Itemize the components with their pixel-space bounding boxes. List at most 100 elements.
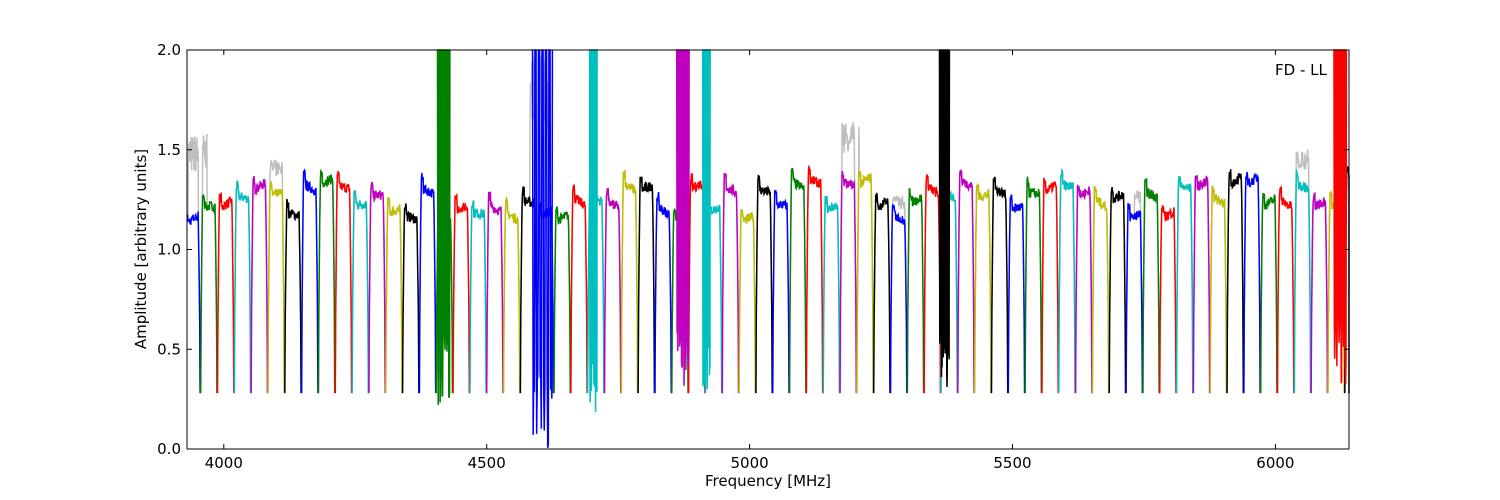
channel-trace [637, 176, 656, 394]
channel-trace [1142, 177, 1160, 394]
channel-trace [1058, 167, 1076, 394]
reference-channel [199, 133, 218, 394]
channel-trace [771, 190, 790, 394]
channel-trace [1276, 185, 1295, 394]
channel-trace [721, 172, 740, 394]
reference-channel [839, 122, 858, 394]
channel-trace [469, 199, 487, 394]
reference-channel [738, 209, 757, 394]
channel-trace [418, 173, 437, 394]
reference-channel [469, 199, 487, 394]
reference-channel [805, 165, 824, 394]
channel-trace [186, 211, 201, 394]
channel-trace [738, 209, 757, 394]
channel-trace [1074, 184, 1093, 394]
y-tick-label: 0.0 [157, 440, 181, 458]
channel-trace [872, 192, 891, 394]
channel-trace [368, 181, 386, 394]
rfi-spike [436, 49, 451, 405]
channel-trace [267, 181, 286, 394]
reference-channel [452, 192, 471, 394]
reference-channel [1243, 172, 1261, 394]
channel-trace [788, 168, 807, 394]
channel-trace [973, 183, 992, 394]
channel-trace [284, 198, 302, 394]
reference-channel [1293, 148, 1312, 394]
rfi-spike [701, 49, 711, 390]
rfi-spike [588, 49, 598, 412]
channel-trace [1125, 203, 1144, 394]
channel-trace [1209, 185, 1228, 394]
channel-trace [620, 170, 639, 394]
rfi-spike [1333, 49, 1348, 385]
x-tick-label: 4500 [468, 454, 506, 472]
x-axis: 4000 4500 5000 5500 6000 [205, 50, 1294, 472]
channel-trace [603, 187, 622, 394]
y-tick-label: 2.0 [157, 41, 181, 59]
channel-trace [1108, 186, 1127, 394]
channel-trace [1293, 169, 1312, 394]
channel-trace [906, 188, 925, 394]
channel-trace [1226, 169, 1245, 394]
reference-channel [1259, 193, 1278, 394]
channel-trace [1091, 186, 1110, 394]
reference-channel [1024, 175, 1043, 394]
reference-channel [1007, 194, 1026, 394]
channel-series [186, 49, 1350, 449]
reference-channel [1192, 175, 1211, 394]
reference-channel [822, 195, 841, 394]
reference-channel [553, 206, 572, 394]
channel-trace [452, 192, 471, 394]
channel-trace [553, 206, 572, 394]
channel-trace [485, 191, 504, 394]
channel-trace [755, 174, 773, 394]
reference-channel [889, 195, 908, 394]
channel-trace [1259, 193, 1278, 394]
channel-trace [1310, 191, 1329, 394]
y-axis-label: Amplitude [arbitrary units] [132, 149, 150, 349]
y-tick-label: 0.5 [157, 340, 181, 358]
channel-trace [351, 189, 370, 394]
channel-trace [1243, 172, 1261, 394]
channel-trace [317, 168, 336, 394]
channel-trace [990, 176, 1009, 394]
reference-channel [368, 181, 386, 394]
channel-trace [216, 192, 235, 394]
x-axis-label: Frequency [MHz] [705, 472, 831, 490]
reference-channel [1158, 205, 1177, 394]
channel-trace [822, 195, 841, 394]
y-axis: 0.0 0.5 1.0 1.5 2.0 [157, 41, 1349, 458]
reference-channel [872, 192, 891, 394]
reference-channel [267, 159, 286, 394]
x-tick-label: 5000 [731, 454, 769, 472]
reference-channel [1108, 186, 1127, 394]
channel-trace [654, 192, 673, 394]
channel-trace [889, 204, 908, 394]
channel-trace [839, 171, 858, 394]
channel-trace [250, 175, 269, 394]
reference-channel [755, 174, 773, 394]
channel-trace [1192, 175, 1211, 394]
channel-trace [401, 203, 420, 394]
reference-channel [637, 176, 656, 394]
reference-channel [186, 136, 201, 394]
channel-trace [300, 168, 319, 394]
channel-trace [334, 170, 353, 394]
channel-trace [384, 197, 403, 394]
channel-trace [502, 195, 521, 394]
reference-channel [906, 188, 925, 394]
y-tick-label: 1.5 [157, 141, 181, 159]
channel-trace [1007, 194, 1026, 394]
reference-channel [317, 168, 336, 394]
plot-annotation: FD - LL [1275, 61, 1327, 79]
reference-channel [216, 192, 235, 394]
x-tick-label: 5500 [993, 454, 1031, 472]
reference-channel [250, 175, 269, 394]
channel-trace [199, 194, 218, 394]
x-tick-label: 6000 [1256, 454, 1294, 472]
rfi-spike [531, 49, 554, 449]
reference-channel [973, 183, 992, 394]
reference-channel [384, 197, 403, 394]
channel-trace [233, 180, 252, 394]
rfi-spike [938, 49, 951, 387]
